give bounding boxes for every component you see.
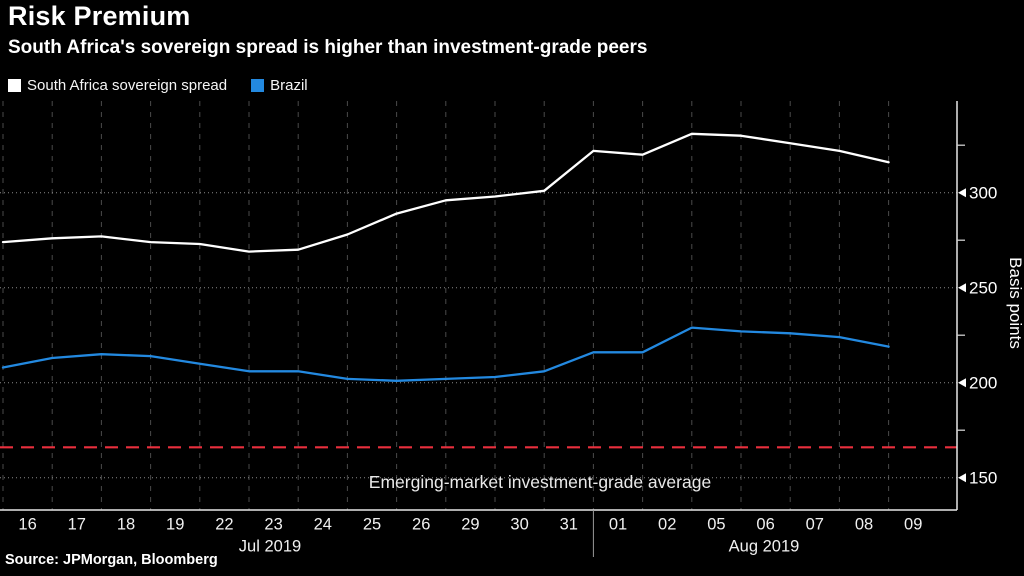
y-tick-arrow [958,188,966,198]
series-line-brazil [1,326,890,382]
y-tick-label: 250 [969,279,997,298]
x-tick-label: 22 [215,516,233,534]
axes [0,101,958,511]
x-tick-label: 19 [166,516,184,534]
x-month-label: Jul 2019 [239,538,301,556]
legend: South Africa sovereign spread Brazil [8,77,308,94]
y-tick-arrow [958,283,966,293]
x-tick-label: 06 [756,516,774,534]
x-tick-label: 24 [314,516,332,534]
x-tick-label: 31 [560,516,578,534]
x-tick-label: 23 [264,516,282,534]
legend-item-brazil: Brazil [251,77,308,94]
x-month-label: Aug 2019 [729,538,800,556]
legend-swatch-brazil [251,79,265,92]
chart-title: Risk Premium [8,1,191,31]
x-tick-label: 01 [609,516,627,534]
x-axis-labels: 16 17 18 19 22 23 24 25 26 29 30 31 01 02 05 06 07 08 09 Ju… [18,516,922,556]
chart-subtitle: South Africa's sovereign spread is highe… [8,37,648,58]
x-tick-label: 02 [658,516,676,534]
x-tick-label: 29 [461,516,479,534]
y-tick-label: 200 [969,374,997,393]
x-tick-label: 17 [68,516,86,534]
legend-label-brazil: Brazil [270,77,308,94]
x-tick-label: 18 [117,516,135,534]
legend-item-south-africa: South Africa sovereign spread [8,77,227,94]
y-tick-arrow [958,378,966,388]
x-tick-label: 08 [855,516,873,534]
series-line-south-africa [1,132,890,253]
grid-vertical [2,101,890,510]
x-tick-label: 30 [510,516,528,534]
x-tick-label: 25 [363,516,381,534]
x-tick-label: 16 [18,516,36,534]
y-tick-arrow [958,473,966,483]
x-tick-label: 09 [904,516,922,534]
reference-line-label: Emerging-market investment-grade average [369,472,711,492]
x-tick-label: 26 [412,516,430,534]
y-axis-title: Basis points [1006,257,1024,349]
legend-label-south-africa: South Africa sovereign spread [27,77,228,94]
x-tick-label: 05 [707,516,725,534]
x-tick-label: 07 [806,516,824,534]
y-tick-label: 150 [969,469,997,488]
legend-swatch-south-africa [8,79,21,92]
source-attribution: Source: JPMorgan, Bloomberg [5,552,218,568]
y-axis-ticks: 150 200 250 300 [957,144,997,488]
y-tick-label: 300 [969,184,997,203]
